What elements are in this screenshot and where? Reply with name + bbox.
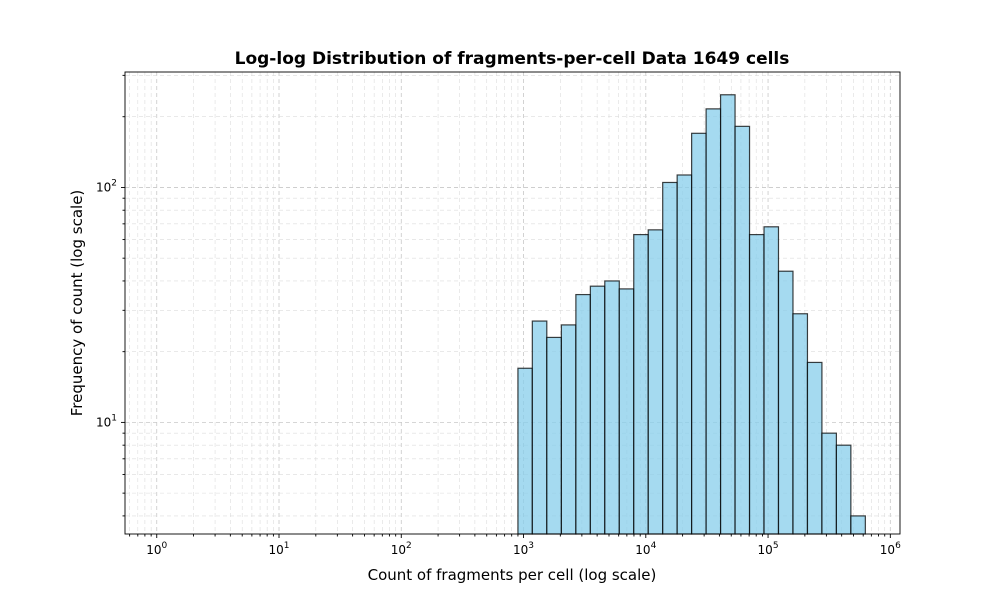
x-tick-label: 100 (146, 541, 167, 557)
bars (517, 94, 866, 535)
histogram-bar (647, 229, 664, 535)
histogram-bar (792, 313, 809, 535)
x-tick-label: 101 (268, 541, 289, 557)
x-tick-label: 106 (880, 541, 901, 557)
histogram-bar (806, 361, 823, 535)
histogram-bar (821, 432, 837, 535)
x-tick-label: 105 (758, 541, 779, 557)
chart-title: Log-log Distribution of fragments-per-ce… (235, 49, 790, 69)
histogram-bar (517, 367, 533, 535)
y-axis-ticks: 101 102 (96, 74, 125, 517)
x-tick-label: 103 (513, 541, 534, 557)
histogram-bar (633, 233, 649, 535)
y-axis-label: Frequency of count (log scale) (68, 190, 86, 417)
histogram-bar (748, 233, 765, 535)
histogram-bar (560, 324, 577, 535)
histogram-bar (531, 320, 548, 535)
plot-frame (124, 71, 901, 535)
histogram-bar (618, 288, 635, 535)
histogram-bar (676, 174, 693, 535)
y-tick-label: 102 (96, 178, 117, 194)
histogram-bar (835, 444, 852, 535)
y-tick-label: 101 (96, 413, 117, 429)
histogram-bar (589, 285, 606, 535)
histogram-bar (662, 181, 678, 535)
histogram-bar (777, 270, 794, 535)
x-tick-label: 102 (391, 541, 412, 557)
x-axis-label: Count of fragments per cell (log scale) (368, 566, 657, 584)
histogram-bar (763, 226, 780, 535)
x-axis-ticks: 100 101 102 103 104 105 106 (129, 534, 901, 557)
histogram-bar (546, 336, 562, 535)
histogram-bar (734, 125, 751, 535)
histogram-bar (604, 280, 620, 535)
x-tick-label: 104 (635, 541, 656, 557)
histogram-bar (575, 293, 591, 535)
histogram-bar (719, 94, 736, 535)
histogram-bar (705, 108, 722, 535)
histogram-bar (691, 132, 707, 535)
histogram-bar (850, 515, 866, 535)
